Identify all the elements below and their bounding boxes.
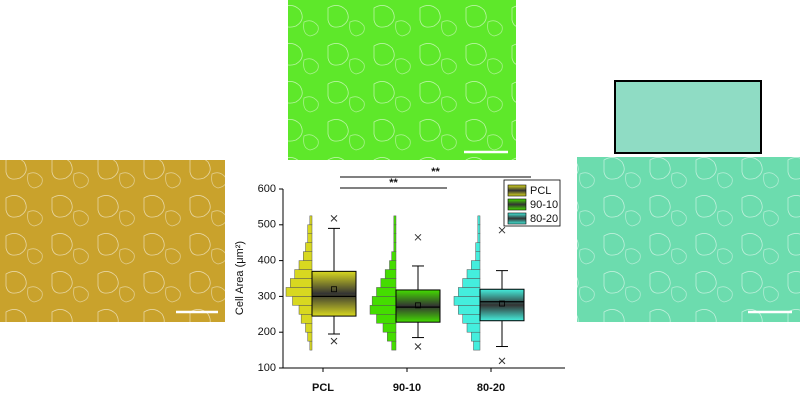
histogram-bar	[389, 260, 397, 270]
histogram-bar	[298, 305, 313, 315]
significance-label: **	[431, 166, 440, 178]
micrograph-80-20	[577, 157, 800, 322]
histogram-bar	[466, 323, 481, 333]
micrograph-90-10	[288, 0, 516, 160]
outlier	[330, 215, 338, 222]
x-tick-label: 80-20	[477, 382, 505, 394]
legend-label: 80-20	[530, 213, 558, 225]
micrograph-inset	[614, 80, 762, 154]
histogram-bar	[458, 305, 481, 315]
histogram-bar	[475, 242, 481, 252]
outlier	[498, 226, 506, 234]
box	[395, 289, 441, 323]
histogram-bar	[391, 340, 397, 351]
histogram-bar	[292, 296, 313, 306]
histogram-bar	[309, 340, 313, 351]
histogram-bar	[475, 251, 481, 261]
histogram-bar	[387, 331, 397, 342]
histogram-bar	[458, 287, 481, 297]
histogram-bar	[477, 224, 481, 235]
mean	[331, 286, 337, 293]
histogram-bar	[307, 331, 313, 342]
histogram-bar	[462, 314, 481, 324]
histogram-bar	[369, 305, 397, 315]
histogram-bar	[453, 296, 481, 306]
histogram-bar	[473, 340, 481, 351]
x-tick-label: PCL	[312, 382, 334, 394]
legend-swatch	[507, 184, 527, 197]
y-tick-label: 500	[258, 219, 276, 231]
histogram-bar	[393, 242, 397, 252]
histogram-bar	[391, 251, 397, 261]
histogram-bar	[376, 314, 397, 324]
histogram-bar	[380, 278, 397, 288]
outlier	[498, 357, 506, 365]
histogram-bar	[471, 260, 481, 270]
histogram-bar	[300, 314, 313, 324]
y-tick-label: 400	[258, 255, 276, 267]
legend-label: 90-10	[530, 199, 558, 211]
histogram-bar	[382, 323, 397, 333]
y-tick-label: 200	[258, 326, 276, 338]
box	[479, 288, 525, 322]
mean	[415, 302, 421, 309]
histogram-bar	[376, 287, 397, 297]
outlier	[330, 337, 338, 345]
legend-label: PCL	[530, 185, 551, 197]
box	[311, 270, 357, 317]
x-tick-label: 90-10	[393, 382, 421, 394]
histogram-bar	[393, 233, 397, 243]
outlier	[414, 233, 422, 241]
significance-label: **	[389, 177, 398, 189]
histogram-bar	[305, 242, 313, 252]
histogram-bar	[393, 224, 397, 235]
histogram-bar	[294, 269, 313, 279]
histogram-bar	[309, 215, 313, 226]
y-tick-label: 600	[258, 183, 276, 195]
histogram-bar	[371, 296, 397, 306]
histogram-bar	[298, 260, 313, 270]
legend-swatch	[507, 198, 527, 211]
outlier	[414, 343, 422, 350]
histogram-bar	[477, 233, 481, 243]
histogram-bar	[285, 287, 313, 297]
micrograph-pcl	[0, 160, 225, 322]
y-axis-label: Cell Area (μm²)	[234, 241, 246, 315]
histogram-bar	[303, 251, 313, 261]
histogram-bar	[384, 269, 397, 279]
histogram-bar	[477, 215, 481, 226]
histogram-bar	[466, 269, 481, 279]
histogram-bar	[307, 233, 313, 243]
histogram-bar	[307, 224, 313, 235]
histogram-bar	[471, 331, 481, 342]
histogram-bar	[462, 278, 481, 288]
y-tick-label: 300	[258, 290, 276, 302]
histogram-bar	[393, 215, 397, 226]
legend-swatch	[507, 212, 527, 225]
mean	[499, 300, 505, 307]
y-tick-label: 100	[258, 362, 276, 374]
histogram-bar	[290, 278, 313, 288]
histogram-bar	[305, 323, 313, 333]
